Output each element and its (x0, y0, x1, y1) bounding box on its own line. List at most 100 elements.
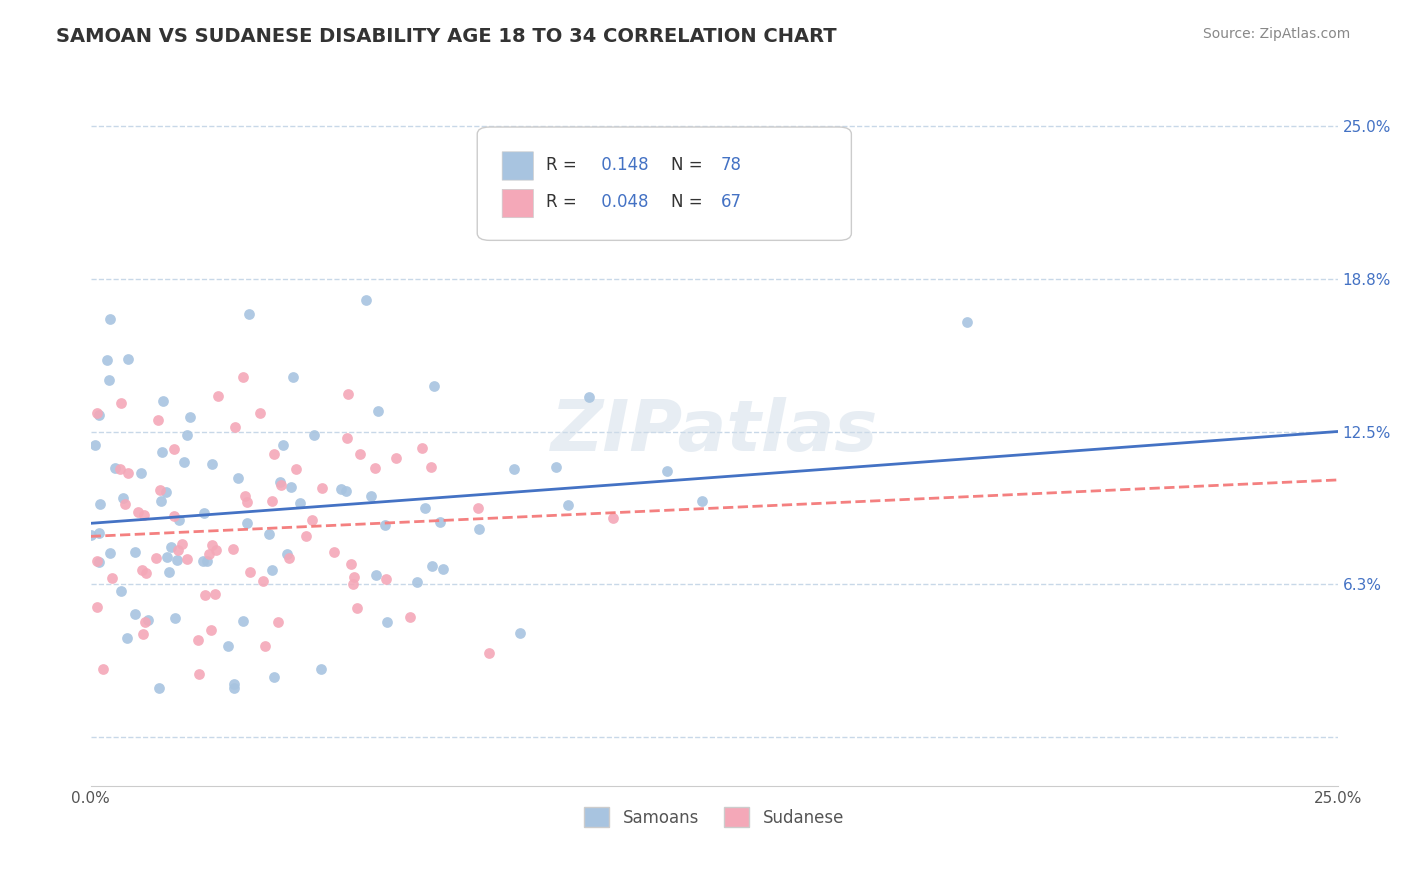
Point (194, 588, 217, 602)
Point (413, 500, 436, 515)
Point (343, 570, 366, 584)
Point (423, 379, 446, 393)
Point (198, 547, 221, 561)
Point (340, 557, 363, 571)
Point (204, 587, 226, 601)
Point (86, 406, 108, 420)
Point (578, 391, 600, 405)
Point (149, 494, 172, 508)
Point (155, 484, 177, 499)
Point (87, 409, 110, 423)
Point (150, 445, 173, 459)
Point (322, 545, 344, 559)
Point (232, 369, 254, 384)
Point (86, 599, 108, 614)
Point (349, 447, 371, 461)
Text: 0.048: 0.048 (596, 193, 648, 211)
Point (270, 478, 292, 492)
Point (420, 459, 443, 474)
Point (335, 484, 357, 499)
Point (236, 495, 259, 509)
Text: N =: N = (671, 155, 707, 174)
Text: SAMOAN VS SUDANESE DISABILITY AGE 18 TO 34 CORRELATION CHART: SAMOAN VS SUDANESE DISABILITY AGE 18 TO … (56, 27, 837, 45)
Point (238, 307, 260, 321)
Point (411, 441, 433, 455)
Point (114, 497, 136, 511)
Point (420, 558, 443, 573)
Point (110, 583, 132, 598)
Point (502, 462, 524, 476)
FancyBboxPatch shape (502, 189, 533, 218)
Point (163, 508, 186, 523)
Point (172, 537, 194, 551)
Point (217, 640, 239, 654)
Point (235, 489, 257, 503)
Point (89, 554, 111, 568)
Point (173, 455, 195, 469)
Point (602, 510, 624, 524)
Text: ZIPatlas: ZIPatlas (551, 397, 877, 467)
Point (356, 293, 378, 307)
Point (226, 471, 249, 485)
Point (253, 639, 276, 653)
Point (375, 615, 398, 629)
Point (101, 572, 124, 586)
Point (166, 553, 188, 567)
Point (249, 406, 271, 420)
Point (269, 475, 291, 489)
Point (301, 513, 323, 527)
Point (193, 506, 215, 520)
Point (163, 442, 186, 456)
Point (87, 525, 110, 540)
Point (262, 562, 284, 576)
Point (104, 460, 127, 475)
Point (655, 464, 678, 478)
Point (224, 419, 246, 434)
Point (159, 541, 181, 555)
Point (157, 565, 180, 579)
Point (311, 662, 333, 676)
Point (145, 551, 167, 566)
FancyBboxPatch shape (477, 127, 852, 240)
Point (134, 615, 156, 629)
Point (346, 600, 368, 615)
Point (429, 515, 451, 529)
Point (117, 466, 139, 480)
Point (432, 562, 454, 576)
Point (467, 500, 489, 515)
Text: 0.148: 0.148 (596, 155, 648, 174)
Point (222, 681, 245, 695)
Point (148, 681, 170, 695)
Point (91, 662, 114, 676)
Point (176, 552, 198, 566)
Point (86, 554, 108, 568)
Point (207, 388, 229, 402)
Point (201, 538, 224, 552)
Point (375, 572, 398, 586)
Legend: Samoans, Sudanese: Samoans, Sudanese (578, 800, 851, 834)
Point (167, 543, 190, 558)
Point (360, 489, 382, 503)
Point (191, 554, 214, 568)
Point (152, 394, 174, 409)
Point (80, 528, 103, 542)
Point (467, 522, 489, 536)
Point (374, 518, 396, 533)
Point (290, 496, 312, 510)
Point (222, 542, 245, 557)
Point (98, 546, 121, 560)
Point (285, 462, 308, 476)
Point (132, 508, 155, 523)
Point (692, 494, 714, 508)
FancyBboxPatch shape (502, 152, 533, 180)
Point (311, 481, 333, 495)
Text: Source: ZipAtlas.com: Source: ZipAtlas.com (1202, 27, 1350, 41)
Point (263, 447, 285, 461)
Point (124, 545, 146, 559)
Point (281, 370, 304, 384)
Point (127, 505, 149, 519)
Point (278, 551, 301, 566)
Point (252, 574, 274, 588)
Point (399, 609, 422, 624)
Text: R =: R = (546, 193, 582, 211)
